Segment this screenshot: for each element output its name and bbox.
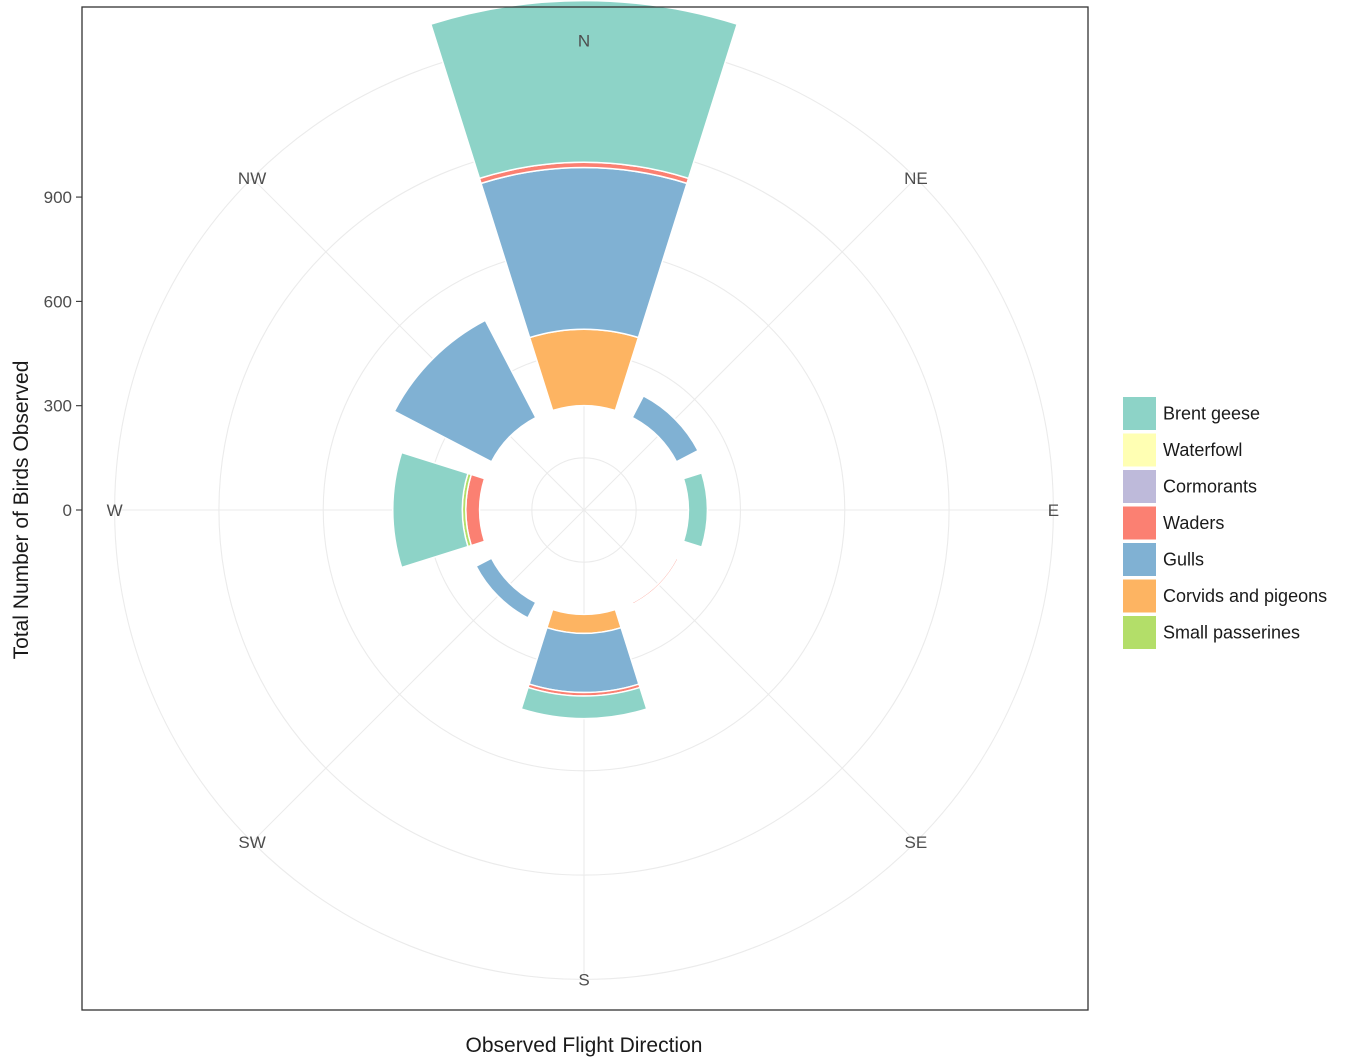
direction-label-ne: NE: [904, 169, 928, 188]
direction-label-nw: NW: [238, 169, 266, 188]
y-tick-label: 900: [44, 188, 72, 207]
legend-key-cormorants: [1123, 470, 1156, 503]
legend-key-waders: [1123, 506, 1156, 540]
direction-label-w: W: [107, 501, 123, 520]
legend-label-gulls: Gulls: [1163, 550, 1204, 570]
direction-labels: N NE E SE S SW W NW: [107, 32, 1059, 990]
bar-ne-gulls: [631, 394, 700, 463]
bar-e-brent-geese: [682, 471, 709, 549]
legend-key-waterfowl: [1123, 433, 1156, 467]
bar-se-waders: [631, 557, 680, 606]
legend-key-brent-geese: [1123, 397, 1156, 430]
grid-spoke: [583, 177, 917, 511]
grid-spoke: [251, 177, 585, 511]
y-tick-label: 600: [44, 292, 72, 311]
legend-label-corvids-and-pigeons: Corvids and pigeons: [1163, 586, 1327, 606]
bar-s-gulls: [528, 626, 640, 694]
y-tick-label: 300: [44, 397, 72, 416]
x-axis-title: Observed Flight Direction: [466, 1034, 703, 1057]
bar-s-brent-geese: [520, 686, 648, 720]
legend: Brent geese Waterfowl Cormorants Waders Gull…: [1123, 397, 1327, 649]
y-tick-label: 0: [63, 501, 72, 520]
legend-key-corvids-and-pigeons: [1123, 579, 1156, 613]
legend-label-waders: Waders: [1163, 513, 1224, 533]
rose-bars: [392, 0, 739, 720]
direction-label-n: N: [578, 32, 590, 51]
grid-spoke: [251, 509, 585, 843]
legend-label-brent-geese: Brent geese: [1163, 404, 1260, 424]
y-axis-title: Total Number of Birds Observed: [10, 361, 33, 660]
grid-spoke: [583, 509, 917, 843]
bar-sw-gulls: [475, 557, 537, 619]
bar-n-brent-geese: [429, 0, 739, 180]
y-axis-ticks: 0 300 600 900: [44, 188, 82, 520]
legend-label-waterfowl: Waterfowl: [1163, 440, 1242, 460]
bar-nw-gulls: [393, 319, 537, 463]
legend-key-small-passerines: [1123, 616, 1156, 649]
bar-w-brent-geese: [392, 451, 469, 569]
direction-label-e: E: [1048, 501, 1059, 520]
direction-label-sw: SW: [238, 833, 265, 852]
direction-label-s: S: [578, 970, 589, 989]
plot-panel-border: [81, 6, 1089, 1011]
legend-label-cormorants: Cormorants: [1163, 477, 1257, 497]
legend-label-small-passerines: Small passerines: [1163, 623, 1300, 643]
legend-key-gulls: [1123, 543, 1156, 576]
direction-label-se: SE: [905, 833, 928, 852]
